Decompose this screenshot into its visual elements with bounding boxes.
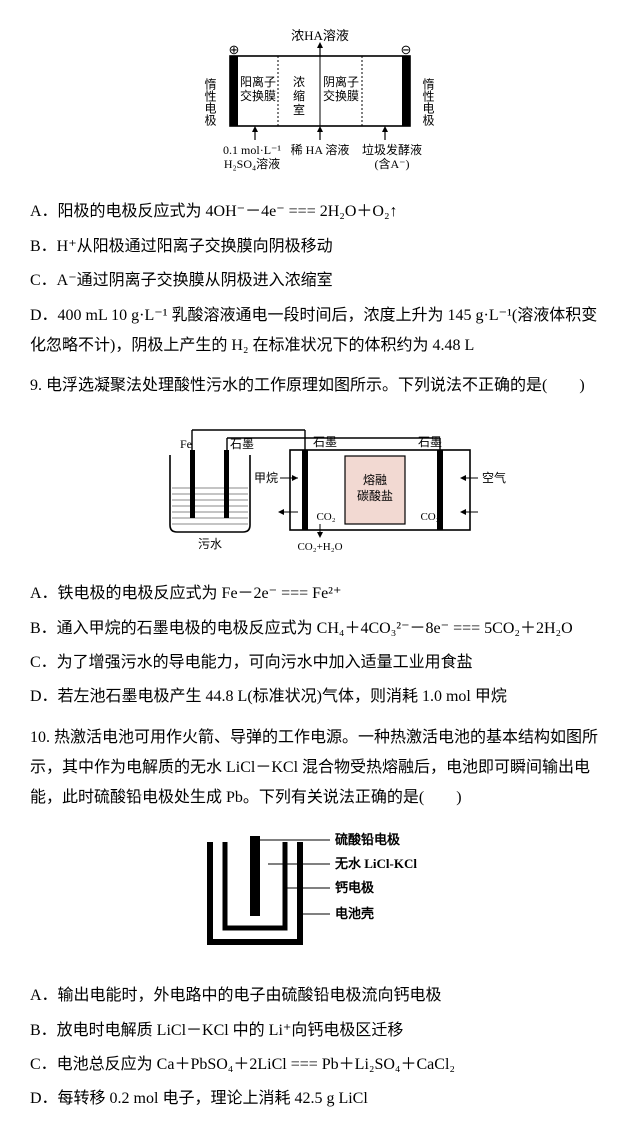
d1-plus: ⊕	[229, 42, 240, 57]
d2-co2b: CO₂	[420, 511, 439, 523]
d1-minus: ⊖	[401, 42, 412, 57]
opt-b-3: B．放电时电解质 LiCl－KCl 中的 Li⁺向钙电极区迁移	[30, 1016, 610, 1046]
svg-text:交换膜: 交换膜	[240, 88, 276, 103]
svg-text:熔融: 熔融	[363, 472, 387, 487]
diagram-electrolysis: 浓HA溶液 ⊕ ⊖ 惰性电极 惰性电极 阳离子 交换膜 浓 缩 室 阴离子 交换…	[30, 28, 610, 189]
d2-air: 空气	[482, 470, 506, 485]
d1-bl2: H₂SO₄溶液	[224, 156, 280, 171]
d2-gr: 石墨	[230, 437, 254, 451]
diagram-flotation: Fe 石墨 污水 熔融 碳酸盐 石墨 石墨 甲烷 CO₂ CO₂+H₂O 空气 …	[30, 410, 610, 571]
opt-b-1: B．H⁺从阳极通过阳离子交换膜向阴极移动	[30, 232, 610, 262]
d2-gr3: 石墨	[418, 435, 442, 449]
svg-text:浓: 浓	[293, 75, 305, 89]
opt-a-2: A．铁电极的电极反应式为 Fe－2e⁻ === Fe²⁺	[30, 579, 610, 609]
d2-ch4: 甲烷	[254, 471, 278, 485]
d1-bl1: 0.1 mol·L⁻¹	[223, 143, 281, 157]
d3-l4: 电池壳	[335, 906, 374, 921]
opt-b-2: B．通入甲烷的石墨电极的电极反应式为 CH₄＋4CO₃²⁻－8e⁻ === 5C…	[30, 614, 610, 644]
d1-br1: 垃圾发酵液	[362, 142, 422, 157]
d3-l3: 钙电极	[335, 880, 375, 895]
svg-text:碳酸盐: 碳酸盐	[357, 488, 393, 503]
svg-text:阴离子: 阴离子	[323, 74, 359, 89]
opt-a-3: A．输出电能时，外电路中的电子由硫酸铅电极流向钙电极	[30, 981, 610, 1011]
d2-sewage: 污水	[198, 537, 222, 551]
d1-right-elec: 惰性电极	[421, 78, 435, 126]
opt-d-2: D．若左池石墨电极产生 44.8 L(标准状况)气体，则消耗 1.0 mol 甲…	[30, 682, 610, 712]
d1-br2: (含A⁻)	[375, 156, 410, 171]
svg-text:室: 室	[293, 102, 305, 117]
d3-l2: 无水 LiCl-KCl	[334, 856, 417, 871]
diagram-battery: 硫酸铅电极 无水 LiCl-KCl 钙电极 电池壳	[30, 822, 610, 973]
question-10: 10. 热激活电池可用作火箭、导弹的工作电源。一种热激活电池的基本结构如图所示，…	[30, 723, 610, 814]
d2-gr2: 石墨	[313, 435, 337, 449]
opt-d-1: D．400 mL 10 g·L⁻¹ 乳酸溶液通电一段时间后，浓度上升为 145 …	[30, 301, 610, 362]
opt-c-2: C．为了增强污水的导电能力，可向污水中加入适量工业用食盐	[30, 648, 610, 678]
d1-top: 浓HA溶液	[291, 28, 349, 43]
question-9: 9. 电浮选凝聚法处理酸性污水的工作原理如图所示。下列说法不正确的是( )	[30, 371, 610, 401]
d1-bm: 稀 HA 溶液	[291, 142, 350, 157]
d1-left-elec: 惰性电极	[203, 78, 217, 126]
d2-co2a: CO₂	[316, 511, 335, 523]
d2-fe: Fe	[180, 437, 192, 451]
svg-text:阳离子: 阳离子	[240, 74, 276, 89]
svg-text:交换膜: 交换膜	[323, 88, 359, 103]
d3-l1: 硫酸铅电极	[335, 832, 401, 847]
d2-co2h2o: CO₂+H₂O	[297, 541, 342, 553]
opt-d-3: D．每转移 0.2 mol 电子，理论上消耗 42.5 g LiCl	[30, 1084, 610, 1114]
opt-a-1: A．阳极的电极反应式为 4OH⁻－4e⁻ === 2H₂O＋O₂↑	[30, 197, 610, 227]
opt-c-1: C．A⁻通过阴离子交换膜从阴极进入浓缩室	[30, 266, 610, 296]
svg-text:缩: 缩	[293, 88, 305, 103]
opt-c-3: C．电池总反应为 Ca＋PbSO₄＋2LiCl === Pb＋Li₂SO₄＋Ca…	[30, 1050, 610, 1080]
